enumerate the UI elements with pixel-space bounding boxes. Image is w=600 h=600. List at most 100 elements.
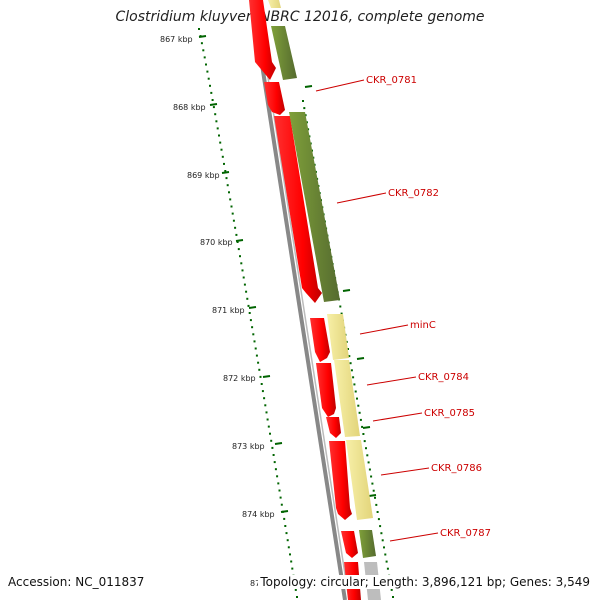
cds-feature[interactable] <box>326 417 341 438</box>
scale-dot <box>235 233 238 236</box>
kbp-labels: 867 kbp 868 kbp 869 kbp 870 kbp 871 kbp … <box>160 35 275 519</box>
accession-text: Accession: NC_011837 <box>8 575 145 589</box>
scale-dot <box>264 404 267 407</box>
cds-feature[interactable] <box>310 318 330 362</box>
scale-dot <box>361 425 364 428</box>
kbp-label: 874 kbp <box>242 510 275 519</box>
scale-dot <box>274 468 277 471</box>
scale-dot <box>340 312 343 315</box>
kbp-label: 872 kbp <box>223 374 256 383</box>
scale-dot <box>353 383 356 386</box>
scale-dot <box>280 503 283 506</box>
scale-dot <box>356 397 358 400</box>
cog-feature-green[interactable] <box>289 112 340 302</box>
cds-track <box>249 0 361 600</box>
cog-feature-yellow[interactable] <box>346 440 373 520</box>
scale-dot <box>349 362 352 365</box>
scale-dot <box>386 567 389 570</box>
cog-feature-yellow[interactable] <box>268 0 281 8</box>
scale-dot <box>296 596 298 598</box>
scale-dot <box>223 162 225 165</box>
scale-dot <box>243 283 246 286</box>
scale-dot <box>203 56 206 59</box>
scale-dot <box>363 440 366 443</box>
scale-dot <box>259 375 262 378</box>
scale-dot <box>266 418 269 421</box>
gene-label[interactable]: CKR_0787 <box>440 528 491 539</box>
kbp-ticks <box>198 35 289 513</box>
scale-dot <box>230 205 233 208</box>
scale-dot <box>212 106 215 109</box>
cog-feature-green[interactable] <box>271 26 297 80</box>
cds-feature[interactable] <box>341 531 358 558</box>
scale-dot <box>291 567 294 570</box>
scale-dot <box>245 290 248 293</box>
scale-dot <box>241 269 244 272</box>
scale-dot <box>283 517 286 520</box>
scale-dot <box>198 28 200 30</box>
scale-dot <box>246 297 249 300</box>
cds-feature[interactable] <box>274 116 322 303</box>
scale-dot <box>285 532 288 535</box>
scale-dot <box>287 546 290 549</box>
scale-dot <box>218 134 220 137</box>
scale-dot <box>359 418 362 421</box>
scale-dot <box>231 212 234 215</box>
scale-dot <box>265 411 268 414</box>
scale-dot <box>370 475 373 478</box>
gene-label[interactable]: CKR_0786 <box>431 463 482 474</box>
map-title: Clostridium kluyveri NBRC 12016, complet… <box>115 9 485 25</box>
cds-feature[interactable] <box>329 441 352 520</box>
scale-dot <box>240 262 243 265</box>
outer-ticks <box>304 85 377 497</box>
scale-dot <box>377 518 380 521</box>
scale-dot <box>216 127 219 130</box>
gene-label[interactable]: CKR_0782 <box>388 188 439 199</box>
gene-label[interactable]: minC <box>410 320 436 331</box>
scale-dot <box>284 525 287 527</box>
gene-label[interactable]: CKR_0781 <box>366 75 417 86</box>
scale-dot <box>253 340 256 343</box>
scale-dot <box>261 390 264 393</box>
scale-dot <box>390 588 393 591</box>
kbp-label: 869 kbp <box>187 171 220 180</box>
scale-dot <box>237 248 240 251</box>
kbp-label: 868 kbp <box>173 103 206 112</box>
scale-dot <box>219 141 222 144</box>
kbp-label: 873 kbp <box>232 442 265 451</box>
scale-dot <box>277 482 280 485</box>
cds-feature[interactable] <box>316 363 336 417</box>
gene-label[interactable]: CKR_0785 <box>424 408 475 419</box>
scale-dot <box>221 155 224 158</box>
scale-dot <box>254 347 257 350</box>
cog-feature-green[interactable] <box>359 530 376 558</box>
cog-feature-yellow[interactable] <box>334 360 360 437</box>
scale-dot <box>354 390 357 393</box>
cds-feature[interactable] <box>249 0 276 80</box>
scale-dot <box>215 120 218 123</box>
gene-labels: CKR_0781 CKR_0782 minC CKR_0784 CKR_0785… <box>366 75 491 539</box>
scale-dot <box>358 411 361 414</box>
scale-dot <box>371 482 374 485</box>
scale-dot <box>376 511 379 513</box>
scale-dot <box>392 596 394 598</box>
scale-dot <box>374 496 376 499</box>
kbp-label: 871 kbp <box>212 306 245 315</box>
cog-feature-yellow[interactable] <box>327 314 349 360</box>
scale-dot <box>207 77 210 80</box>
scale-dot <box>255 354 258 357</box>
scale-dot <box>362 433 365 435</box>
scale-dot <box>273 461 276 464</box>
scale-dot <box>357 404 360 407</box>
cds-feature[interactable] <box>264 82 285 115</box>
scale-dot <box>236 241 239 243</box>
genome-stats-text: Topology: circular; Length: 3,896,121 bp… <box>258 575 590 589</box>
scale-dot <box>209 84 211 87</box>
scale-dot <box>375 503 378 506</box>
gene-label[interactable]: CKR_0784 <box>418 372 469 383</box>
scale-dot <box>249 319 252 322</box>
kbp-label: 867 kbp <box>160 35 193 44</box>
scale-dot <box>350 369 353 372</box>
scale-dot <box>202 49 205 52</box>
scale-dot <box>225 177 228 180</box>
